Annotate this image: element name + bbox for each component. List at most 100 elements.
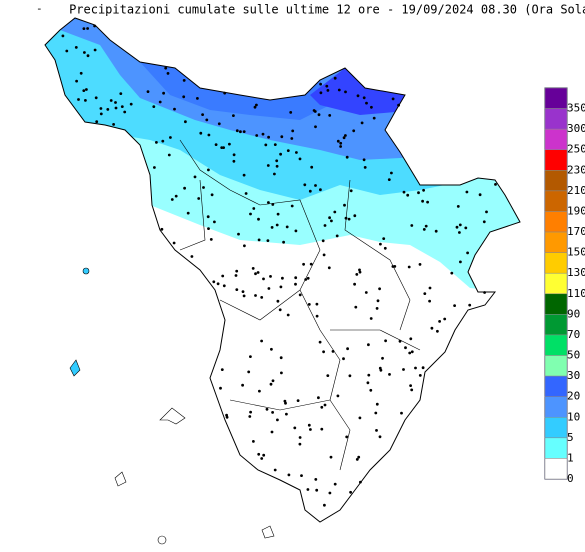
- station-dot: [298, 436, 302, 439]
- station-dot: [443, 317, 447, 321]
- station-dot: [65, 49, 69, 53]
- station-dot: [247, 370, 251, 374]
- station-dot: [333, 482, 337, 486]
- station-dot: [82, 89, 86, 92]
- station-dot: [382, 237, 386, 241]
- station-dot: [276, 418, 279, 422]
- legend-label: 30: [567, 369, 580, 382]
- stations: [61, 24, 497, 507]
- station-dot: [266, 239, 270, 243]
- station-dot: [381, 356, 384, 360]
- station-dot: [358, 270, 362, 274]
- station-dot: [325, 84, 329, 88]
- station-dot: [212, 280, 216, 284]
- station-dot: [360, 121, 364, 125]
- station-dot: [314, 125, 317, 129]
- station-dot: [241, 383, 245, 387]
- legend-swatch: [544, 211, 568, 233]
- station-dot: [330, 219, 333, 223]
- station-dot: [166, 72, 170, 75]
- station-dot: [276, 299, 280, 303]
- station-dot: [323, 403, 327, 407]
- station-dot: [298, 293, 302, 297]
- station-dot: [221, 274, 225, 278]
- station-dot: [251, 267, 255, 270]
- station-dot: [278, 308, 282, 312]
- station-dot: [94, 96, 98, 100]
- station-dot: [75, 79, 78, 83]
- station-dot: [357, 455, 361, 459]
- station-dot: [383, 246, 387, 250]
- station-dot: [267, 135, 270, 139]
- station-dot: [265, 407, 269, 411]
- station-dot: [241, 290, 245, 293]
- station-dot: [355, 273, 359, 276]
- station-dot: [376, 299, 380, 303]
- station-dot: [256, 271, 260, 274]
- station-dot: [280, 135, 284, 139]
- legend-swatch: [544, 87, 568, 109]
- station-dot: [167, 153, 171, 157]
- station-dot: [384, 339, 387, 343]
- station-dot: [375, 307, 379, 310]
- station-dot: [374, 411, 378, 415]
- station-dot: [232, 153, 236, 157]
- station-dot: [310, 165, 314, 169]
- station-dot: [428, 299, 431, 303]
- station-dot: [397, 103, 400, 107]
- station-dot: [225, 413, 229, 417]
- station-dot: [369, 317, 373, 320]
- station-dot: [459, 260, 462, 264]
- station-dot: [304, 278, 308, 281]
- legend-swatch: [544, 231, 568, 253]
- station-dot: [345, 155, 349, 159]
- legend-swatch: [544, 170, 568, 192]
- station-dot: [276, 212, 280, 216]
- station-dot: [306, 488, 310, 491]
- station-dot: [367, 343, 370, 347]
- station-dot: [353, 282, 356, 286]
- station-dot: [485, 210, 488, 214]
- station-dot: [317, 396, 320, 400]
- station-dot: [162, 91, 166, 95]
- station-dot: [186, 211, 190, 215]
- station-dot: [315, 314, 319, 318]
- station-dot: [315, 488, 319, 492]
- station-dot: [283, 399, 287, 403]
- zone-20-30: [140, 62, 330, 120]
- station-dot: [258, 389, 261, 393]
- legend-swatch: [544, 458, 568, 480]
- station-dot: [216, 282, 220, 286]
- station-dot: [174, 194, 178, 198]
- station-dot: [378, 287, 381, 291]
- station-dot: [84, 99, 87, 102]
- station-dot: [418, 263, 422, 266]
- region-outline: [44, 17, 521, 523]
- station-dot: [99, 112, 103, 116]
- station-dot: [378, 366, 382, 370]
- station-dot: [282, 240, 285, 244]
- station-dot: [120, 105, 124, 108]
- station-dot: [294, 276, 298, 280]
- station-dot: [85, 88, 88, 91]
- station-dot: [321, 239, 325, 243]
- station-dot: [348, 374, 352, 378]
- legend-swatch: [544, 396, 568, 418]
- station-dot: [93, 24, 96, 28]
- legend-swatch: [544, 252, 568, 274]
- station-dot: [455, 225, 459, 229]
- station-dot: [402, 190, 406, 194]
- station-dot: [320, 405, 324, 409]
- station-dot: [255, 134, 259, 137]
- station-dot: [423, 292, 427, 295]
- legend-swatch: [544, 293, 568, 315]
- legend-swatch: [544, 355, 568, 377]
- station-dot: [434, 229, 438, 233]
- station-dot: [235, 129, 239, 133]
- station-dot: [407, 265, 411, 269]
- station-dot: [242, 130, 246, 134]
- station-dot: [410, 388, 414, 392]
- station-dot: [190, 255, 194, 258]
